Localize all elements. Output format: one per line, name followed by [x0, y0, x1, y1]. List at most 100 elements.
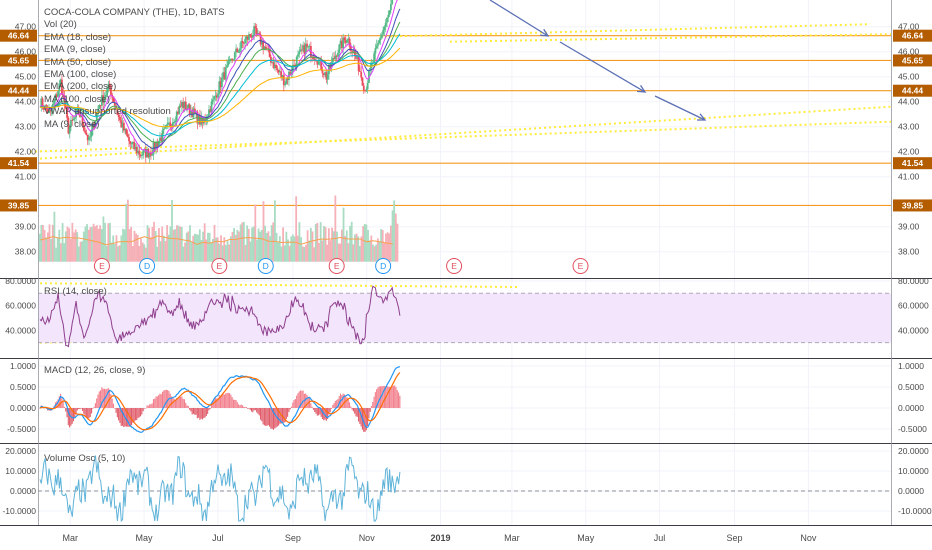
macd-histogram-bar [200, 408, 202, 419]
legend-ema-50[interactable]: EMA (50, close) [44, 56, 112, 68]
macd-histogram-bar [85, 408, 87, 418]
macd-histogram-bar [134, 408, 136, 421]
macd-title[interactable]: MACD (12, 26, close, 9) [44, 365, 146, 376]
volume-bar [84, 226, 87, 262]
time-axis-label[interactable]: Jul [212, 533, 224, 543]
candle-body [125, 128, 128, 135]
volume-osc-title[interactable]: Volume Osc (5, 10) [44, 453, 126, 464]
volume-bar [239, 224, 242, 262]
volume-bar [332, 231, 335, 262]
volume-bar [238, 231, 240, 262]
volume-bar [215, 237, 218, 262]
earnings-marker[interactable] [93, 258, 110, 274]
rsi-pane[interactable] [38, 285, 891, 348]
macd-histogram-bar [287, 408, 289, 417]
time-axis-label[interactable]: Nov [359, 533, 376, 543]
earnings-marker[interactable] [328, 258, 345, 274]
legend-ema-18[interactable]: EMA (18, close) [44, 31, 112, 43]
volume-bar [225, 245, 227, 262]
pane-separators[interactable] [0, 0, 932, 526]
volume-bar [161, 226, 164, 262]
volume-bar [112, 235, 115, 262]
macd-histogram-bar [280, 408, 282, 424]
time-axis[interactable]: Mar May Jul Sep Nov 2019 Mar May Jul Sep Nov [63, 533, 817, 543]
candle-body [248, 34, 250, 40]
candle-body [344, 40, 347, 43]
level-tag-right-text: 39.85 [902, 200, 924, 210]
volume-bar [226, 240, 229, 262]
macd-histogram-bar [167, 390, 169, 408]
candle-body [213, 96, 216, 100]
volosc-left-tick: 10.0000 [5, 466, 36, 476]
volume-bar [393, 200, 396, 262]
legend-vol[interactable]: Vol (20) [44, 19, 77, 31]
time-axis-label[interactable]: Mar [63, 533, 79, 543]
candle-body [126, 134, 129, 138]
macd-histogram-bar [283, 408, 285, 423]
time-axis-label[interactable]: May [136, 533, 154, 543]
level-tag-left-text: 45.65 [8, 55, 30, 65]
volume-bar [133, 230, 136, 262]
candle-body [102, 95, 105, 103]
dividend-marker[interactable] [375, 258, 392, 274]
level-tag-right-text: 41.54 [902, 158, 924, 168]
volume-osc-pane[interactable] [38, 455, 891, 523]
volume-bar [278, 236, 281, 262]
left-price-axis[interactable]: 47.00 46.00 45.00 44.00 43.00 42.00 41.00 39.00… [0, 22, 37, 516]
earnings-marker[interactable] [572, 258, 589, 274]
signal-line [39, 372, 401, 431]
macd-histogram-bar [107, 388, 109, 408]
volume-bar [169, 226, 172, 262]
legend-ma-100[interactable]: MA (100, close) [44, 93, 110, 105]
right-price-axis[interactable]: 47.00 46.00 45.00 44.00 43.00 42.00 41.00 39.00… [893, 22, 932, 516]
legend-vwap[interactable]: VWAP unsupported resolution [44, 106, 171, 118]
candle-body [117, 114, 120, 117]
time-axis-label[interactable]: Jul [654, 533, 666, 543]
legend-ema-200[interactable]: EMA (200, close) [44, 81, 117, 93]
rsi-title[interactable]: RSI (14, close) [44, 286, 107, 297]
time-axis-label[interactable]: 2019 [430, 533, 450, 543]
legend-ema-9[interactable]: EMA (9, close) [44, 44, 106, 56]
earnings-marker[interactable] [211, 258, 228, 274]
candle-body [52, 103, 54, 110]
time-axis-label[interactable]: May [577, 533, 595, 543]
symbol-title[interactable]: COCA-COLA COMPANY (THE), 1D, BATS [44, 7, 225, 18]
candle-body [308, 45, 311, 47]
candle-body [42, 107, 45, 110]
dividend-marker[interactable] [257, 258, 274, 274]
time-axis-label[interactable]: Sep [727, 533, 743, 543]
macd-right-tick: 0.0000 [898, 403, 924, 413]
macd-histogram-bar [247, 408, 249, 409]
left-price-tick: 47.00 [15, 22, 37, 32]
macd-histogram-bar [262, 408, 264, 425]
volume-bar [182, 246, 185, 262]
horizontal-levels[interactable] [38, 35, 891, 207]
dividend-marker[interactable] [139, 258, 156, 274]
volume-bar [242, 221, 245, 262]
event-marker-label: D [380, 261, 386, 271]
time-axis-label[interactable]: Nov [800, 533, 817, 543]
candle-body [379, 38, 382, 41]
event-marker-label: E [99, 261, 105, 271]
earnings-marker[interactable] [446, 258, 463, 274]
macd-histogram-bar [75, 408, 77, 415]
trend-line [29, 105, 892, 161]
candle-body [257, 33, 259, 34]
macd-histogram-bar [66, 408, 68, 418]
candle-body [124, 128, 127, 131]
forecast-arrows[interactable] [489, 0, 707, 121]
candle-body [131, 141, 134, 144]
time-axis-label[interactable]: Sep [285, 533, 301, 543]
volosc-left-tick: 0.0000 [10, 486, 36, 496]
volume-bar [123, 229, 126, 262]
macd-pane[interactable] [39, 366, 401, 433]
legend-ema-100[interactable]: EMA (100, close) [44, 69, 117, 81]
volume-bar [46, 232, 49, 262]
macd-right-tick: 1.0000 [898, 361, 924, 371]
legend-ma-9[interactable]: MA (9, close) [44, 118, 100, 130]
candle-body [264, 46, 267, 49]
time-axis-label[interactable]: Mar [504, 533, 520, 543]
candle-body [192, 108, 195, 118]
